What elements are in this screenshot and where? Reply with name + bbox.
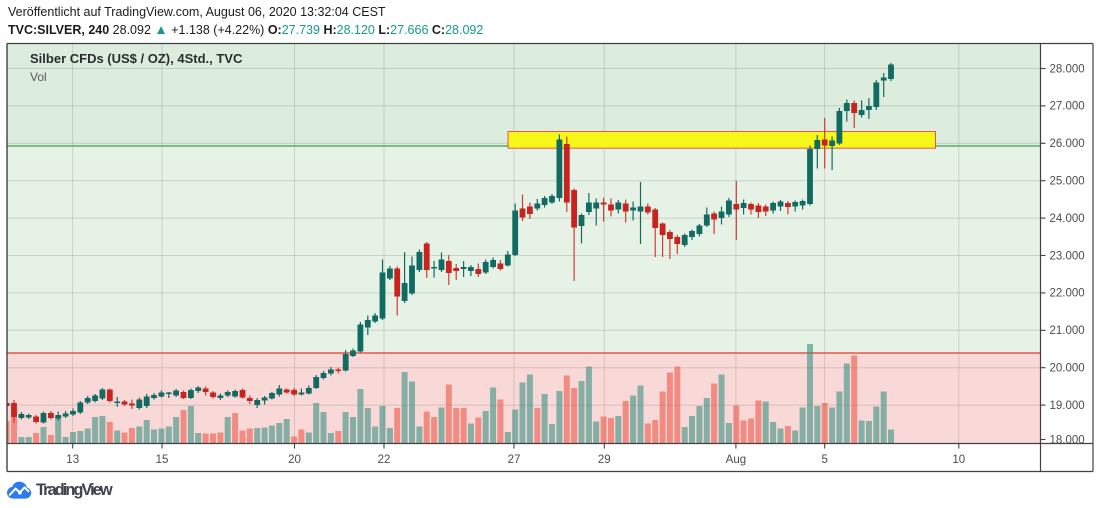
svg-text:26.000: 26.000: [1050, 138, 1085, 150]
svg-text:Vol: Vol: [30, 70, 47, 84]
svg-text:15: 15: [156, 454, 169, 466]
svg-text:Veröffentlicht auf TradingView: Veröffentlicht auf TradingView.com, Augu…: [8, 5, 386, 19]
svg-text:13: 13: [66, 454, 79, 466]
svg-text:Aug: Aug: [726, 454, 746, 466]
svg-text:22.000: 22.000: [1050, 288, 1085, 300]
svg-text:25.000: 25.000: [1050, 176, 1085, 188]
svg-text:Silber CFDs (US$ / OZ), 4Std.,: Silber CFDs (US$ / OZ), 4Std., TVC: [30, 51, 243, 66]
svg-text:10: 10: [952, 454, 965, 466]
svg-text:29: 29: [598, 454, 611, 466]
svg-text:TVC:SILVER, 240 28.092 ▲ +1.13: TVC:SILVER, 240 28.092 ▲ +1.138 (+4.22%)…: [8, 22, 483, 37]
svg-text:21.000: 21.000: [1050, 325, 1085, 337]
svg-text:23.000: 23.000: [1050, 250, 1085, 262]
svg-text:20.000: 20.000: [1050, 363, 1085, 375]
svg-text:5: 5: [821, 454, 827, 466]
svg-text:28.000: 28.000: [1050, 63, 1085, 75]
svg-text:22: 22: [378, 454, 391, 466]
svg-text:27.000: 27.000: [1050, 101, 1085, 113]
svg-text:18.000: 18.000: [1050, 434, 1085, 446]
svg-text:20: 20: [288, 454, 301, 466]
svg-text:TradingView: TradingView: [36, 481, 113, 499]
svg-text:19.000: 19.000: [1050, 400, 1085, 412]
svg-text:27: 27: [508, 454, 521, 466]
svg-text:24.000: 24.000: [1050, 213, 1085, 225]
